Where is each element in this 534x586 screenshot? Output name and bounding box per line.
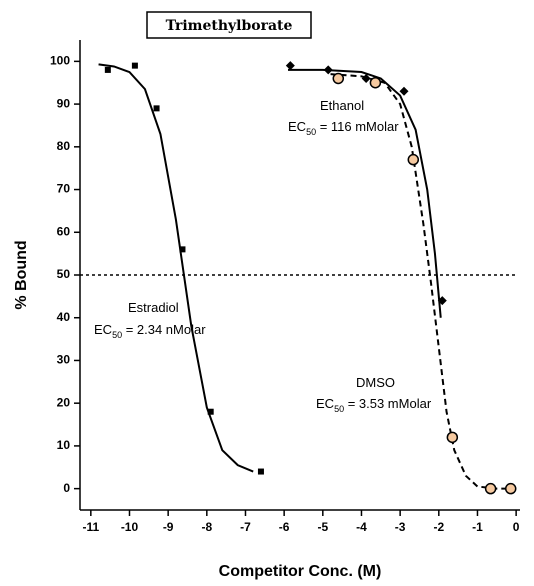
x-tick-label: -4 (356, 520, 367, 534)
y-tick-label: 20 (57, 395, 71, 409)
annotation-sub: 50 (306, 127, 316, 137)
x-tick-label: -11 (82, 520, 99, 534)
data-point (332, 72, 345, 85)
annotation: Ethanol (320, 98, 364, 113)
x-tick-label: -5 (317, 520, 328, 534)
x-tick-label: -8 (201, 520, 212, 534)
annotation-sub: 50 (112, 330, 122, 340)
y-tick-label: 50 (57, 267, 71, 281)
y-tick-label: 100 (50, 54, 70, 68)
annotation-part: EC (316, 396, 334, 411)
annotation-part: EC (94, 322, 112, 337)
data-point (437, 296, 447, 306)
y-tick-label: 0 (63, 481, 70, 495)
fit-curve (98, 63, 254, 473)
data-point (153, 105, 160, 112)
annotation-part: EC (288, 119, 306, 134)
annotation-part: = 2.34 nMolar (122, 322, 206, 337)
data-point (323, 65, 333, 75)
data-point (369, 76, 382, 89)
annotation-part: = 116 mMolar (316, 119, 399, 134)
title-box (146, 11, 312, 39)
x-axis-label: Competitor Conc. (M) (219, 563, 382, 580)
x-tick-label: 0 (513, 520, 520, 534)
data-point (179, 246, 186, 253)
x-tick-label: -10 (121, 520, 139, 534)
x-tick-label: -9 (163, 520, 174, 534)
annotation: EC50 = 116 mMolar (288, 119, 399, 137)
y-tick-label: 80 (57, 139, 71, 153)
data-point (257, 468, 264, 475)
y-tick-label: 30 (57, 353, 71, 367)
y-tick-label: 40 (57, 310, 71, 324)
data-point (104, 66, 111, 73)
data-point (484, 482, 497, 495)
data-point (446, 431, 459, 444)
y-tick-label: 60 (57, 224, 71, 238)
fit-curve (288, 68, 442, 318)
data-point (207, 408, 214, 415)
data-point (504, 482, 517, 495)
y-axis-label: % Bound (13, 240, 30, 309)
x-tick-label: -2 (433, 520, 444, 534)
annotation: EC50 = 3.53 mMolar (316, 396, 432, 414)
y-tick-label: 90 (57, 96, 71, 110)
x-tick-label: -6 (279, 520, 290, 534)
x-tick-label: -1 (472, 520, 483, 534)
x-tick-label: -7 (240, 520, 251, 534)
data-point (407, 153, 420, 166)
y-tick-label: 70 (57, 182, 71, 196)
chart-title: Trimethylborate (166, 18, 293, 34)
data-point (131, 62, 138, 69)
y-tick-label: 10 (57, 438, 71, 452)
annotation-sub: 50 (334, 404, 344, 414)
x-tick-label: -3 (395, 520, 406, 534)
annotation: Estradiol (128, 300, 179, 315)
annotation-part: = 3.53 mMolar (344, 396, 432, 411)
fit-curve (330, 73, 513, 490)
data-point (285, 61, 295, 71)
annotation: EC50 = 2.34 nMolar (94, 322, 206, 340)
annotation: DMSO (356, 375, 395, 390)
data-point (399, 86, 409, 96)
